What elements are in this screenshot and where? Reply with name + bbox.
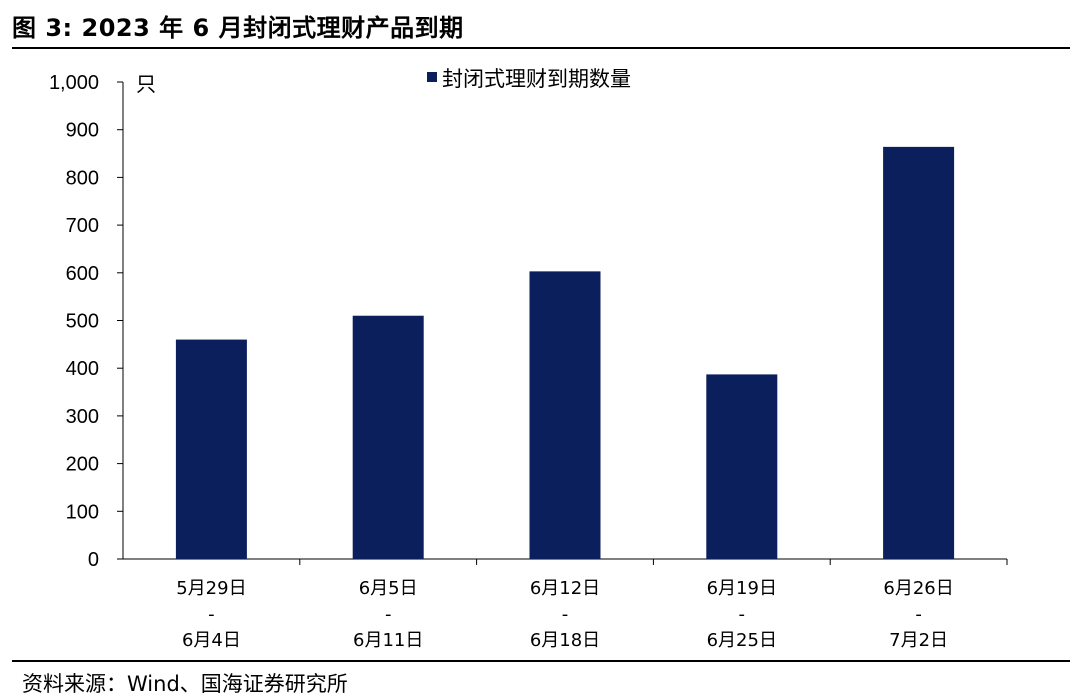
bar — [175, 339, 247, 559]
x-category-label-line: 6月18日 — [530, 630, 600, 651]
y-tick-label: 0 — [88, 549, 99, 571]
y-tick-label: 1,000 — [49, 72, 99, 94]
x-category-label-line: 7月2日 — [889, 630, 948, 651]
title-underline — [12, 47, 1070, 49]
x-category-label-line: - — [915, 604, 922, 625]
x-category-label-line: 5月29日 — [176, 578, 246, 599]
x-category-label-line: - — [562, 604, 569, 625]
x-category-label-line: 6月25日 — [707, 630, 777, 651]
x-category-label-line: 6月26日 — [883, 578, 953, 599]
y-tick-label: 600 — [66, 263, 99, 285]
x-category-label: 6月5日 - 6月11日 — [353, 578, 423, 651]
x-category-label-line: 6月19日 — [707, 578, 777, 599]
x-category-label-line: - — [739, 604, 746, 625]
y-tick-label: 900 — [66, 120, 99, 142]
bar — [706, 374, 778, 559]
bar — [352, 315, 424, 559]
bar-chart: 0 100 200 300 400 500 600 700 800 900 1,000 只 5月29日 -… — [49, 67, 1008, 651]
x-category-label: 6月12日 - 6月18日 — [530, 578, 600, 651]
y-tick-label: 800 — [66, 167, 99, 189]
y-unit-label: 只 — [136, 72, 156, 96]
source-note: 资料来源：Wind、国海证券研究所 — [22, 672, 348, 696]
figure-title: 图 3: 2023 年 6 月封闭式理财产品到期 — [12, 14, 464, 42]
legend-label: 封闭式理财到期数量 — [442, 67, 631, 91]
x-category-label: 6月19日 - 6月25日 — [707, 578, 777, 651]
x-category-label-line: 6月11日 — [353, 630, 423, 651]
x-category-label-line: - — [208, 604, 215, 625]
x-category-label-line: - — [385, 604, 392, 625]
bar — [529, 271, 601, 559]
y-tick-label: 500 — [66, 311, 99, 333]
y-tick-label: 200 — [66, 454, 99, 476]
x-category-label-line: 6月5日 — [359, 578, 418, 599]
x-category-label: 6月26日 - 7月2日 — [883, 578, 953, 651]
x-category-label-line: 6月12日 — [530, 578, 600, 599]
bar — [883, 146, 955, 559]
y-tick-label: 100 — [66, 501, 99, 523]
source-divider — [12, 660, 1070, 662]
y-tick-label: 700 — [66, 215, 99, 237]
x-category-label-line: 6月4日 — [182, 630, 241, 651]
x-category-label: 5月29日 - 6月4日 — [176, 578, 246, 651]
y-tick-label: 400 — [66, 358, 99, 380]
y-tick-label: 300 — [66, 406, 99, 428]
legend-swatch — [427, 72, 437, 82]
